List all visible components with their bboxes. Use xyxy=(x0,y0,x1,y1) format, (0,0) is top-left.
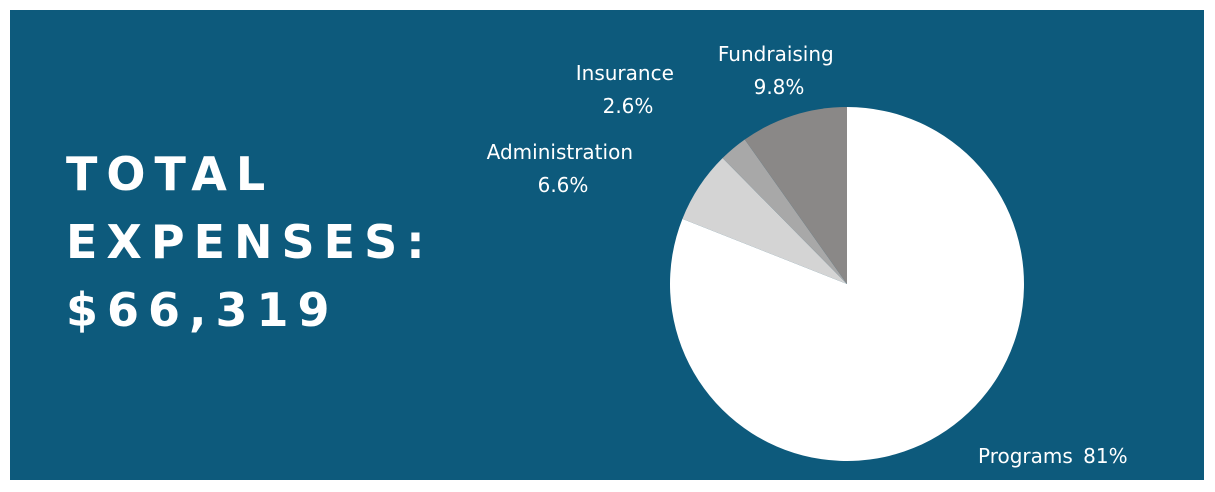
total-expenses-heading: TOTAL EXPENSES: $66,319 xyxy=(66,140,434,344)
pie-slices xyxy=(669,107,1024,461)
pie-slice-insurance xyxy=(722,139,847,284)
slice-label-insurance: Insurance 2.6% xyxy=(576,61,680,118)
slice-label-administration: Administration 6.6% xyxy=(487,140,640,197)
slice-label-programs: Programs 81% xyxy=(978,444,1128,468)
pie-slice-fundraising xyxy=(744,107,847,284)
headline-line-3: $66,319 xyxy=(66,283,339,337)
pie-slice-administration xyxy=(682,158,847,284)
headline-line-1: TOTAL xyxy=(66,147,275,201)
slice-label-fundraising: Fundraising 9.8% xyxy=(718,42,840,99)
pie-slice-programs xyxy=(669,107,1024,461)
headline-line-2: EXPENSES: xyxy=(66,215,434,269)
